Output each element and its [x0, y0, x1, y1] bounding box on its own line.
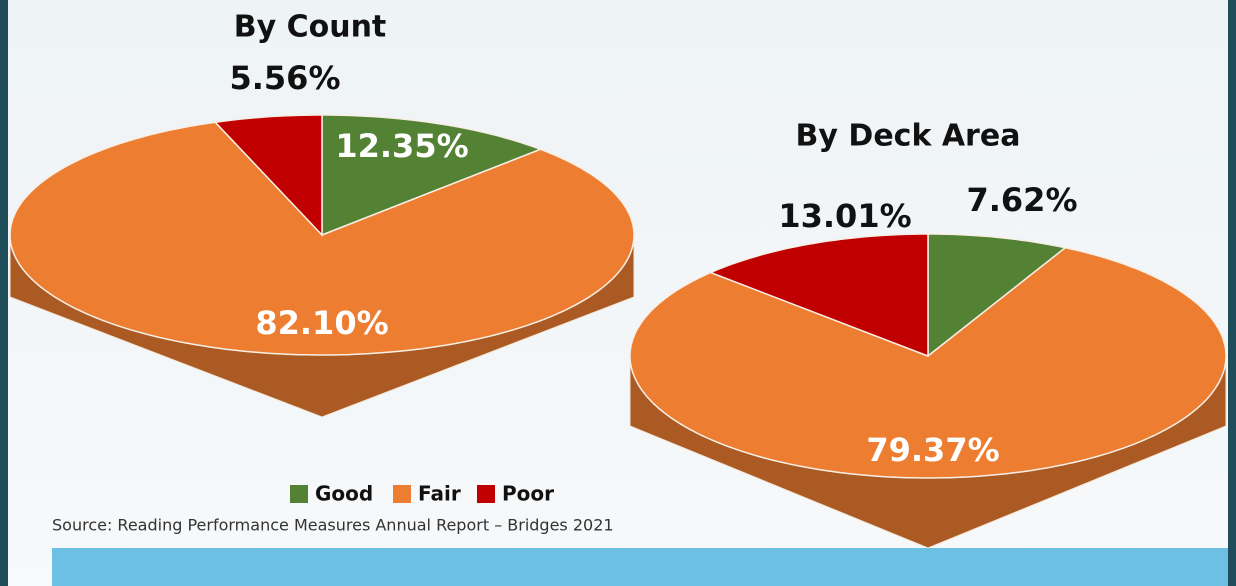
pie-slice — [213, 114, 323, 237]
legend-swatch — [290, 485, 308, 503]
value-label: 13.01% — [778, 197, 911, 235]
value-label: 82.10% — [255, 304, 388, 342]
pie-slice — [927, 233, 1068, 358]
pie-slice — [629, 246, 1227, 479]
legend-label: Poor — [502, 482, 554, 506]
legend-label: Fair — [418, 482, 461, 506]
source-note: Source: Reading Performance Measures Ann… — [52, 516, 614, 535]
value-label: 79.37% — [866, 431, 999, 469]
legend-swatch — [477, 485, 495, 503]
legend-label: Good — [315, 482, 373, 506]
pie-slice — [321, 114, 543, 237]
value-label: 7.62% — [966, 181, 1077, 219]
legend: Good Fair Poor — [290, 482, 554, 506]
legend-swatch — [393, 485, 411, 503]
value-label: 12.35% — [335, 127, 468, 165]
pie-slice — [9, 121, 635, 356]
chart-title: By Count — [234, 10, 387, 45]
bottom-band — [52, 548, 1228, 586]
value-label: 5.56% — [229, 59, 340, 97]
pie-slice — [708, 233, 929, 358]
chart-title: By Deck Area — [796, 119, 1021, 154]
